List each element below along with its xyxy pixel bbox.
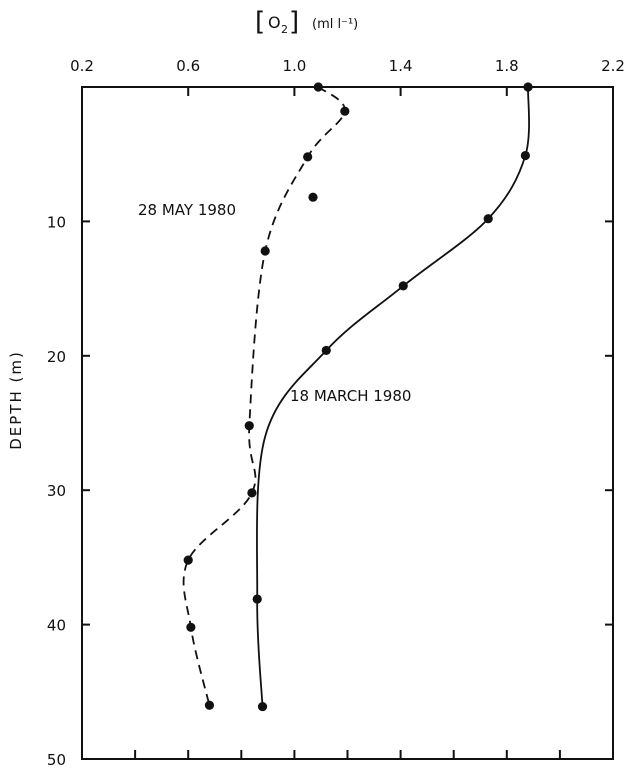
data-point-series-1 bbox=[398, 281, 408, 291]
data-point-series-0 bbox=[308, 192, 318, 202]
y-tick-label: 40 bbox=[47, 617, 66, 635]
axis-ticks: 0.2 0.6 1.0 1.4 1.8 2.2 10 20 30 40 50 bbox=[47, 57, 625, 769]
series-lines bbox=[182, 86, 530, 707]
data-point-series-1 bbox=[520, 150, 530, 161]
y-tick-label: 30 bbox=[47, 482, 66, 500]
x-tick-label: 1.0 bbox=[282, 57, 306, 75]
x-axis-title-bracket-close: ] bbox=[289, 7, 299, 37]
data-point-series-0 bbox=[260, 246, 270, 256]
data-point-series-0 bbox=[303, 152, 313, 162]
data-point-series-0 bbox=[186, 622, 196, 632]
data-point-series-1 bbox=[257, 701, 268, 712]
data-point-series-0 bbox=[204, 700, 215, 710]
x-axis-title-bracket-open: [ bbox=[255, 7, 265, 37]
y-tick-label: 20 bbox=[47, 348, 66, 366]
data-point-series-0 bbox=[244, 421, 254, 431]
series-points bbox=[183, 82, 533, 712]
y-tick-label: 10 bbox=[47, 213, 66, 231]
series-label-28-may-1980: 28 MAY 1980 bbox=[138, 201, 236, 219]
x-axis-title: [ O 2 ] (ml l⁻¹) bbox=[255, 7, 358, 37]
data-point-series-0 bbox=[313, 82, 323, 92]
x-axis-title-unit: (ml l⁻¹) bbox=[312, 17, 358, 32]
data-point-series-1 bbox=[523, 82, 533, 92]
x-tick-label: 1.8 bbox=[495, 57, 519, 75]
x-axis-title-species: O bbox=[268, 13, 281, 32]
series-line-0 bbox=[182, 86, 346, 706]
x-tick-label: 0.6 bbox=[176, 57, 200, 75]
data-point-series-1 bbox=[252, 594, 262, 604]
x-tick-label: 0.2 bbox=[70, 57, 94, 75]
y-axis-title: DEPTH (m) bbox=[7, 350, 25, 450]
data-point-series-0 bbox=[183, 555, 193, 565]
series-line-1 bbox=[256, 86, 530, 707]
x-tick-label: 1.4 bbox=[389, 57, 413, 75]
data-point-series-0 bbox=[340, 106, 350, 116]
x-axis-title-subscript: 2 bbox=[281, 23, 288, 36]
y-tick-label: 50 bbox=[47, 751, 66, 769]
series-label-18-march-1980: 18 MARCH 1980 bbox=[290, 387, 411, 405]
data-point-series-0 bbox=[247, 488, 257, 498]
plot-frame bbox=[81, 86, 614, 760]
data-point-series-1 bbox=[483, 214, 493, 224]
data-point-series-1 bbox=[321, 345, 331, 356]
x-tick-label: 2.2 bbox=[601, 57, 625, 75]
